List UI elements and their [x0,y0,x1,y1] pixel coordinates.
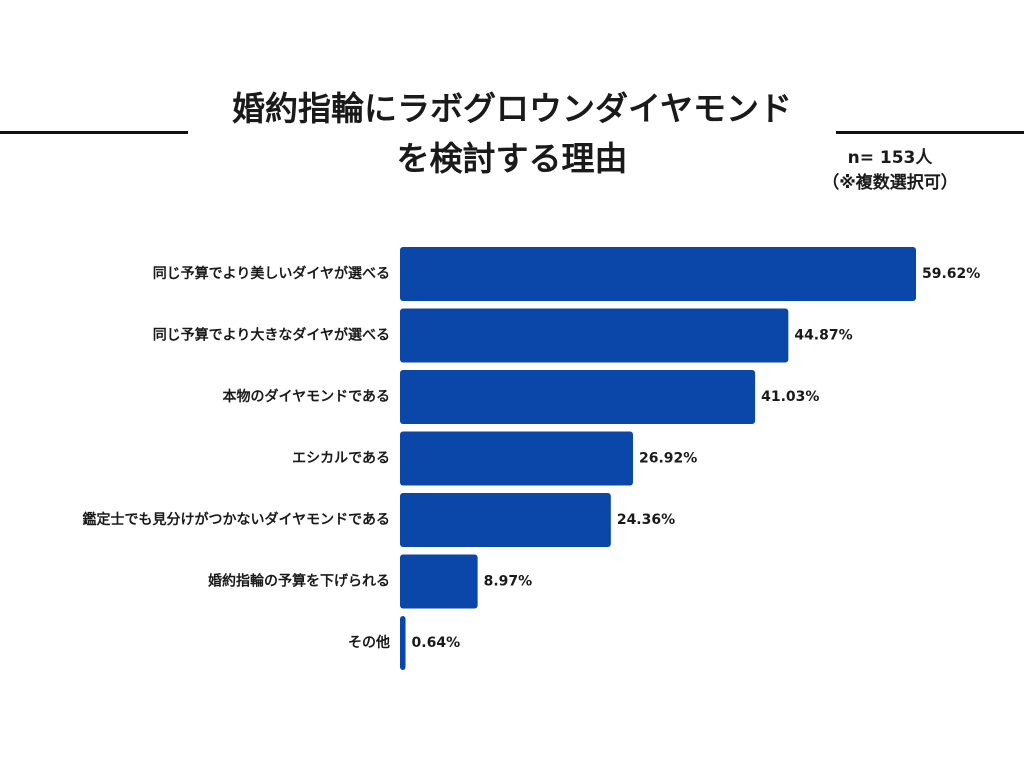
value-label-5: 8.97% [484,574,533,590]
value-label-4: 24.36% [617,512,675,528]
multi-select-note: （※複数選択可） [822,173,958,193]
bar-5 [400,554,478,609]
bar-3 [400,431,633,486]
category-label-2: 本物のダイヤモンドである [223,388,390,405]
category-label-3: エシカルである [292,451,390,467]
chart-title-line-2: を検討する理由 [396,139,628,178]
category-label-1: 同じ予算でより大きなダイヤが選べる [153,327,390,344]
title-rule-right [836,131,1024,134]
value-label-2: 41.03% [761,389,819,405]
chart-title-line-1: 婚約指輪にラボグロウンダイヤモンド [231,89,792,128]
category-label-0: 同じ予算でより美しいダイヤが選べる [153,265,390,282]
category-label-5: 婚約指輪の予算を下げられる [208,573,390,590]
value-label-6: 0.64% [412,635,461,651]
bar-6 [400,616,406,670]
category-label-6: その他 [348,634,390,651]
bar-1 [400,308,789,363]
value-label-1: 44.87% [794,328,852,344]
bar-2 [400,370,756,424]
bar-4 [400,493,611,547]
chart-title: 婚約指輪にラボグロウンダイヤモンド を検討する理由 [190,84,834,184]
title-rule-left [0,131,188,134]
category-label-4: 鑑定士でも見分けがつかないダイヤモンドである [83,511,390,528]
value-label-3: 26.92% [639,451,697,467]
bar-0 [400,247,916,301]
sample-size-note: n= 153人 （※複数選択可） [800,146,980,196]
sample-size-label: n= 153人 [847,148,933,168]
value-label-0: 59.62% [922,266,980,282]
